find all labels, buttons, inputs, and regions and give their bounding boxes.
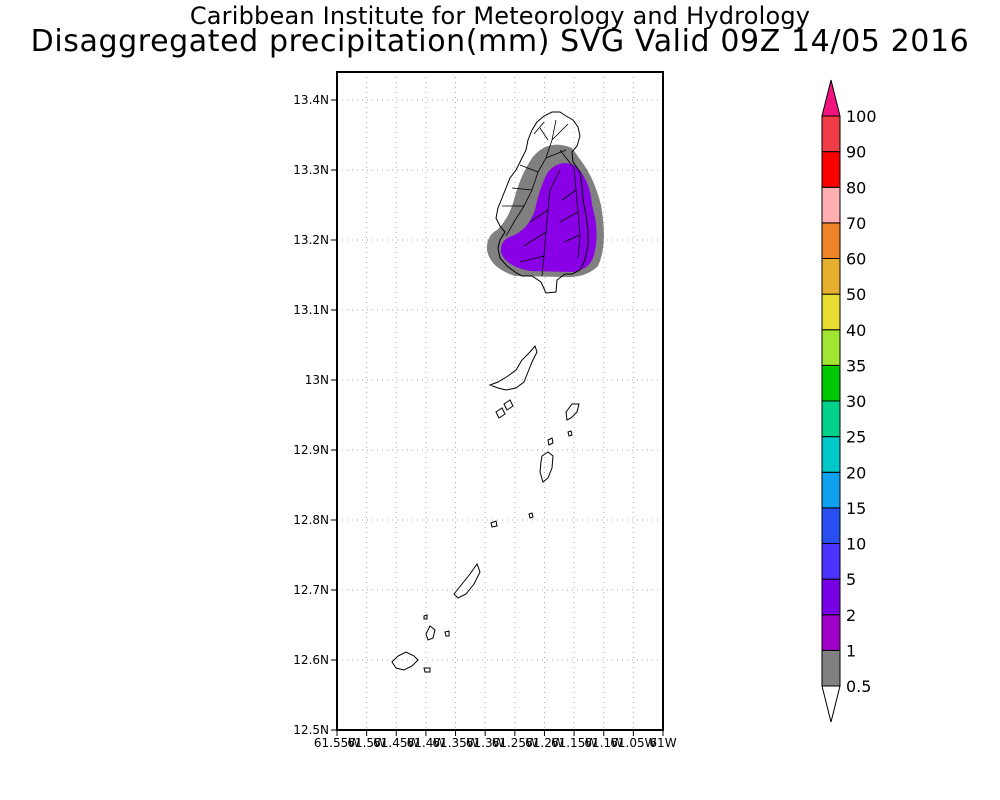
colorbar-swatch xyxy=(821,222,841,259)
lon-tick-label: 61.15W xyxy=(551,736,597,750)
lon-tick-label: 61.1W xyxy=(584,736,623,750)
lat-tick-label: 13.2N xyxy=(293,233,329,247)
lon-tick-label: 61.25W xyxy=(492,736,538,750)
grenadines-islands xyxy=(391,344,580,673)
colorbar-swatch xyxy=(821,543,841,580)
lon-tick-label: 61.55W xyxy=(314,736,360,750)
mustique-island xyxy=(539,451,554,483)
mayreau-island xyxy=(425,625,436,641)
colorbar-label: 1 xyxy=(846,641,856,660)
colorbar-label: 70 xyxy=(846,214,866,233)
chart-subtitle: Disaggregated precipitation(mm) SVG Vali… xyxy=(30,24,970,59)
union-island xyxy=(391,651,419,671)
lon-tick-label: 61.4W xyxy=(407,736,446,750)
colorbar-swatch xyxy=(821,364,841,402)
small-islet-c xyxy=(547,437,554,446)
colorbar-swatch xyxy=(821,151,841,188)
colorbar-swatch xyxy=(821,258,841,295)
colorbar-label: 20 xyxy=(846,463,866,482)
island-coastlines xyxy=(495,111,589,294)
colorbar-min-triangle xyxy=(821,685,841,723)
lat-tick-label: 13.3N xyxy=(293,163,329,177)
colorbar-swatch xyxy=(821,436,841,473)
lat-tick-label: 12.7N xyxy=(293,583,329,597)
colorbar-label: 15 xyxy=(846,499,866,518)
lat-tick-label: 13.1N xyxy=(293,303,329,317)
small-islet-i xyxy=(423,614,428,620)
lon-tick-label: 61.45W xyxy=(373,736,419,750)
lat-tick-label: 13.4N xyxy=(293,93,329,107)
precipitation-field xyxy=(486,144,604,278)
colorbar-label: 10 xyxy=(846,535,866,554)
colorbar-label: 50 xyxy=(846,285,866,304)
small-islet-h xyxy=(567,430,573,437)
st-vincent-watersheds xyxy=(502,119,581,277)
lon-tick-label: 61.3W xyxy=(466,736,505,750)
latitude-axis: 13.4N 13.3N 13.2N 13.1N 13N 12.9N 12.8N 12.7N 12… xyxy=(293,93,337,737)
map-frame xyxy=(336,71,664,731)
colorbar-label: 0.5 xyxy=(846,677,871,696)
lat-tick-label: 13N xyxy=(305,373,329,387)
lat-tick-label: 12.6N xyxy=(293,653,329,667)
lon-tick-label: 61W xyxy=(649,736,676,750)
colorbar-max-triangle xyxy=(821,79,841,117)
colorbar-swatch xyxy=(821,293,841,331)
small-islet-f xyxy=(423,667,431,673)
lat-tick-label: 12.8N xyxy=(293,513,329,527)
lat-tick-label: 12.5N xyxy=(293,723,329,737)
colorbar-swatch xyxy=(821,400,841,438)
colorbar-swatch xyxy=(821,186,841,224)
small-islet-d xyxy=(490,520,498,528)
colorbar-swatch xyxy=(821,578,841,616)
colorbar-swatch xyxy=(821,507,841,544)
colorbar-swatch xyxy=(821,649,841,687)
colorbar-label: 60 xyxy=(846,250,866,269)
baliceaux-island xyxy=(565,403,580,421)
precip-band-2-5 xyxy=(500,163,597,272)
colorbar-label: 2 xyxy=(846,606,856,625)
lon-tick-label: 61.35W xyxy=(432,736,478,750)
colorbar-swatch xyxy=(821,614,841,651)
canouan-island xyxy=(453,562,481,599)
small-islet-a xyxy=(495,407,506,419)
colorbar-swatch xyxy=(821,115,841,153)
small-islet-g xyxy=(444,630,450,637)
st-vincent-coastline xyxy=(495,111,589,294)
colorbar-label: 35 xyxy=(846,356,866,375)
colorbar-label: 5 xyxy=(846,570,856,589)
longitude-axis: 61.55W61.5W61.45W61.4W61.35W61.3W61.25W6… xyxy=(314,730,677,750)
lon-tick-label: 61.2W xyxy=(525,736,564,750)
lon-tick-label: 61.05W xyxy=(610,736,656,750)
colorbar-label: 30 xyxy=(846,392,866,411)
colorbar-label: 90 xyxy=(846,143,866,162)
small-islet-b xyxy=(503,399,514,411)
lat-tick-label: 12.9N xyxy=(293,443,329,457)
map-grid xyxy=(336,72,664,731)
colorbar-swatch xyxy=(821,471,841,509)
colorbar-label: 25 xyxy=(846,428,866,447)
chart-title: Caribbean Institute for Meteorology and … xyxy=(189,2,811,30)
colorbar-swatch xyxy=(821,329,841,366)
colorbar-label: 100 xyxy=(846,107,877,126)
lon-tick-label: 61.5W xyxy=(347,736,386,750)
colorbar-label: 40 xyxy=(846,321,866,340)
colorbar-label: 80 xyxy=(846,178,866,197)
small-islet-e xyxy=(528,512,534,519)
bequia-island xyxy=(488,344,538,391)
